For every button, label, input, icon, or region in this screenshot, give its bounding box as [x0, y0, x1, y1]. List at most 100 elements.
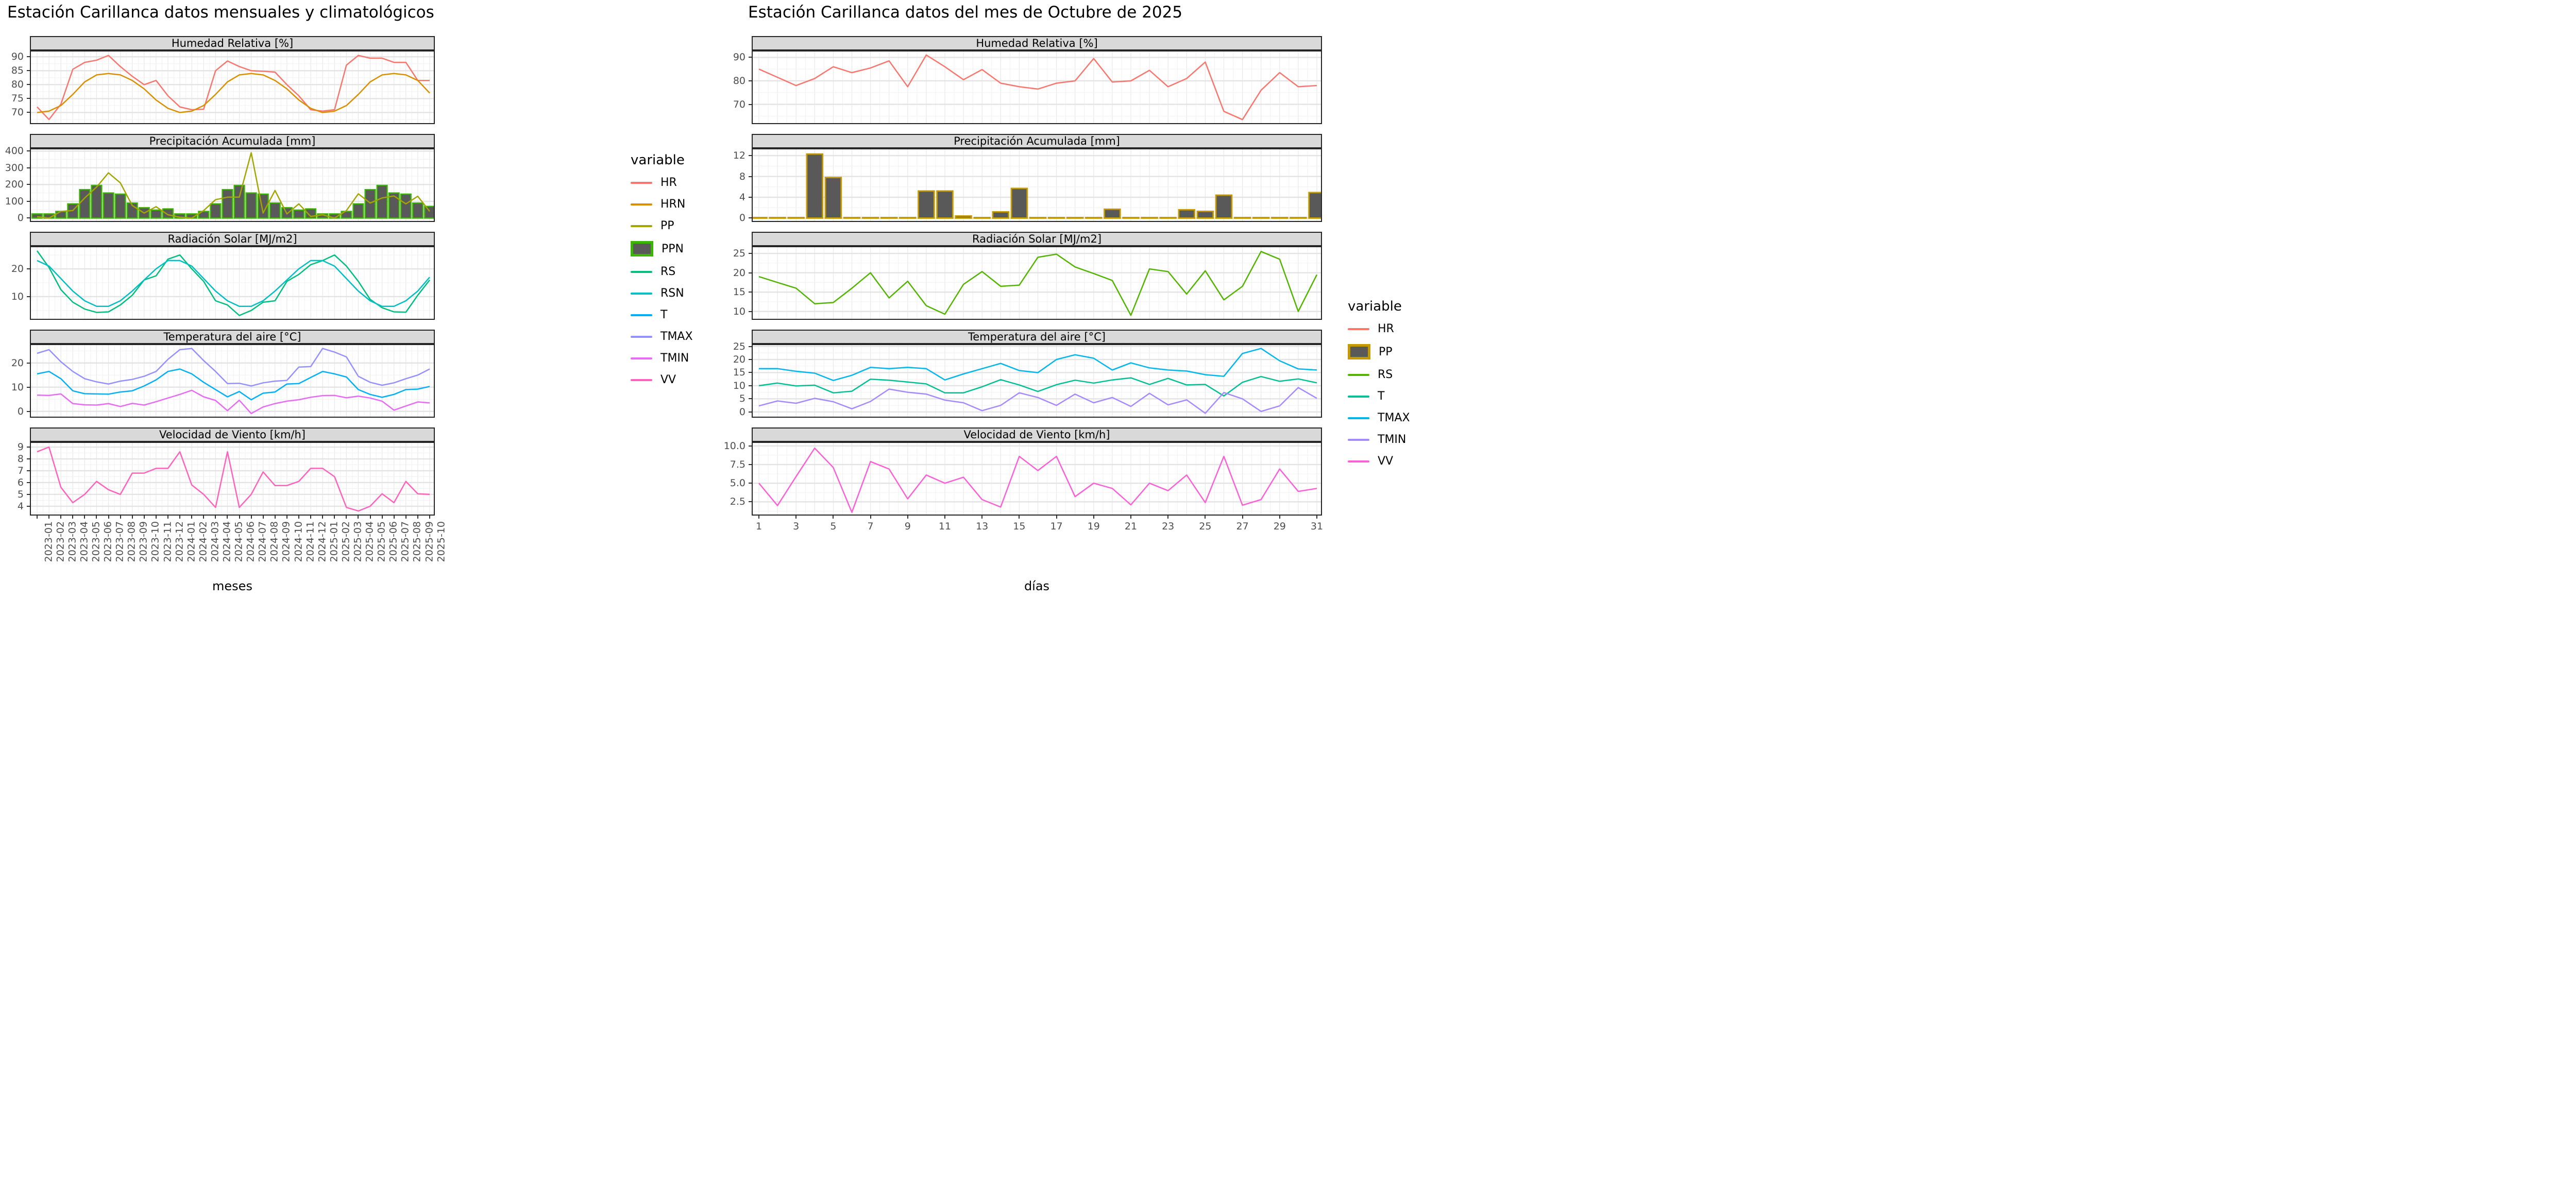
- legend-label: HRN: [660, 198, 686, 211]
- x-axis-tick-label: 17: [1050, 521, 1063, 532]
- panel-plot-radiacio-n-solar-mj-m2: [30, 246, 435, 320]
- line-HRN: [37, 73, 430, 113]
- panel-strip-label: Radiación Solar [MJ/m2]: [167, 233, 297, 245]
- panel-plot-velocidad-de-viento-km-h: [30, 442, 435, 516]
- chart-canvas: [753, 443, 1321, 515]
- y-axis-tick-label: 7: [17, 465, 24, 476]
- x-tick-mark: [215, 516, 216, 519]
- y-tick-mark: [27, 84, 30, 85]
- bar-PPN: [103, 192, 114, 219]
- y-axis-tick-label: 4: [739, 192, 745, 203]
- x-tick-mark: [381, 516, 383, 519]
- y-tick-mark: [749, 372, 752, 373]
- panel-plot-temperatura-del-aire-c: [30, 344, 435, 418]
- y-tick-mark: [749, 217, 752, 219]
- legend-line-swatch-icon: [631, 335, 652, 338]
- legend-item-T: T: [1348, 390, 1410, 403]
- line-RS: [36, 250, 430, 316]
- weather-dashboard: Estación Carillanca datos mensuales y cl…: [0, 0, 1420, 599]
- x-tick-mark: [429, 516, 430, 519]
- legend-box-swatch-icon: [631, 241, 653, 256]
- y-axis-tick-label: 20: [733, 354, 745, 365]
- bar-PP: [1047, 217, 1065, 219]
- y-axis-tick-label: 15: [733, 286, 745, 298]
- legend-line-swatch-icon: [631, 225, 652, 227]
- panel-strip-humedad-relativa: Humedad Relativa [%]: [30, 36, 435, 50]
- bar-PPN: [364, 189, 376, 219]
- x-axis-tick-label: 1: [755, 521, 762, 532]
- panel-strip-label: Radiación Solar [MJ/m2]: [972, 233, 1102, 245]
- y-tick-mark: [749, 483, 752, 484]
- y-tick-mark: [749, 411, 752, 413]
- legend-item-HR: HR: [631, 176, 693, 189]
- x-tick-mark: [1019, 516, 1020, 519]
- panel-strip-precipitacio-n-acumulada-mm: Precipitación Acumulada [mm]: [30, 134, 435, 148]
- panel-strip-label: Temperatura del aire [°C]: [968, 331, 1106, 343]
- x-tick-mark: [1316, 516, 1317, 519]
- y-tick-mark: [749, 104, 752, 105]
- y-axis-tick-label: 4: [17, 500, 24, 512]
- legend-item-TMAX: TMAX: [631, 330, 693, 343]
- bar-PP: [880, 217, 898, 219]
- line-VV: [758, 447, 1317, 513]
- legend-item-TMAX: TMAX: [1348, 412, 1410, 424]
- y-axis-tick-label: 9: [17, 441, 24, 453]
- x-tick-mark: [84, 516, 86, 519]
- x-tick-mark: [131, 516, 133, 519]
- y-axis-tick-label: 0: [739, 406, 745, 418]
- y-axis-tick-label: 90: [11, 51, 24, 63]
- bar-PP: [1122, 217, 1140, 219]
- y-tick-mark: [27, 482, 30, 483]
- legend-label: TMIN: [660, 352, 689, 365]
- x-tick-mark: [37, 516, 38, 519]
- y-axis-tick-label: 10: [11, 381, 24, 393]
- x-tick-mark: [143, 516, 145, 519]
- line-RS: [758, 251, 1318, 316]
- y-axis-tick-label: 6: [17, 476, 24, 488]
- y-axis-tick-label: 20: [733, 267, 745, 279]
- bar-PP: [936, 190, 954, 219]
- panel-strip-temperatura-del-aire-c: Temperatura del aire [°C]: [30, 330, 435, 344]
- chart-canvas: [753, 149, 1321, 221]
- legend-line-swatch-icon: [631, 181, 652, 184]
- panel-strip-label: Humedad Relativa [%]: [171, 37, 294, 49]
- bar-PP: [1252, 217, 1270, 219]
- left-legend: variable HR HRN PP PPN RS RSN T TMAX TMIN VV: [631, 152, 693, 386]
- y-axis-tick-label: 75: [11, 93, 24, 105]
- y-tick-mark: [749, 80, 752, 81]
- y-tick-mark: [27, 458, 30, 460]
- left-legend-items: HR HRN PP PPN RS RSN T TMAX TMIN VV: [631, 176, 693, 386]
- legend-item-T: T: [631, 309, 693, 321]
- y-tick-mark: [27, 410, 30, 412]
- x-axis-tick-label: 27: [1236, 521, 1249, 532]
- legend-label: RSN: [660, 287, 684, 300]
- x-tick-mark: [262, 516, 264, 519]
- y-tick-mark: [27, 470, 30, 471]
- y-tick-mark: [27, 386, 30, 388]
- x-tick-mark: [191, 516, 193, 519]
- y-axis-tick-label: 20: [11, 357, 24, 369]
- line-TMAX: [759, 348, 1317, 381]
- line-VV: [37, 446, 430, 512]
- y-tick-mark: [27, 493, 30, 495]
- bar-PP: [1159, 217, 1177, 219]
- panel-strip-label: Precipitación Acumulada [mm]: [954, 135, 1120, 147]
- y-tick-mark: [27, 268, 30, 270]
- left-chart-title: Estación Carillanca datos mensuales y cl…: [7, 3, 434, 22]
- x-tick-mark: [120, 516, 121, 519]
- bar-PP: [918, 190, 935, 219]
- panel-strip-velocidad-de-viento-km-h: Velocidad de Viento [km/h]: [30, 427, 435, 442]
- x-axis-tick-label: 25: [1199, 521, 1212, 532]
- x-tick-mark: [795, 516, 797, 519]
- y-tick-mark: [27, 56, 30, 58]
- legend-item-RS: RS: [1348, 368, 1410, 381]
- y-tick-mark: [749, 197, 752, 198]
- y-axis-tick-label: 10: [11, 290, 24, 302]
- bar-PP: [843, 217, 861, 219]
- y-axis-tick-label: 100: [5, 195, 24, 207]
- x-axis-tick-label: 13: [976, 521, 989, 532]
- bar-PP: [753, 217, 768, 219]
- legend-item-VV: VV: [1348, 455, 1410, 468]
- legend-label: TMAX: [660, 330, 693, 343]
- x-tick-mark: [405, 516, 406, 519]
